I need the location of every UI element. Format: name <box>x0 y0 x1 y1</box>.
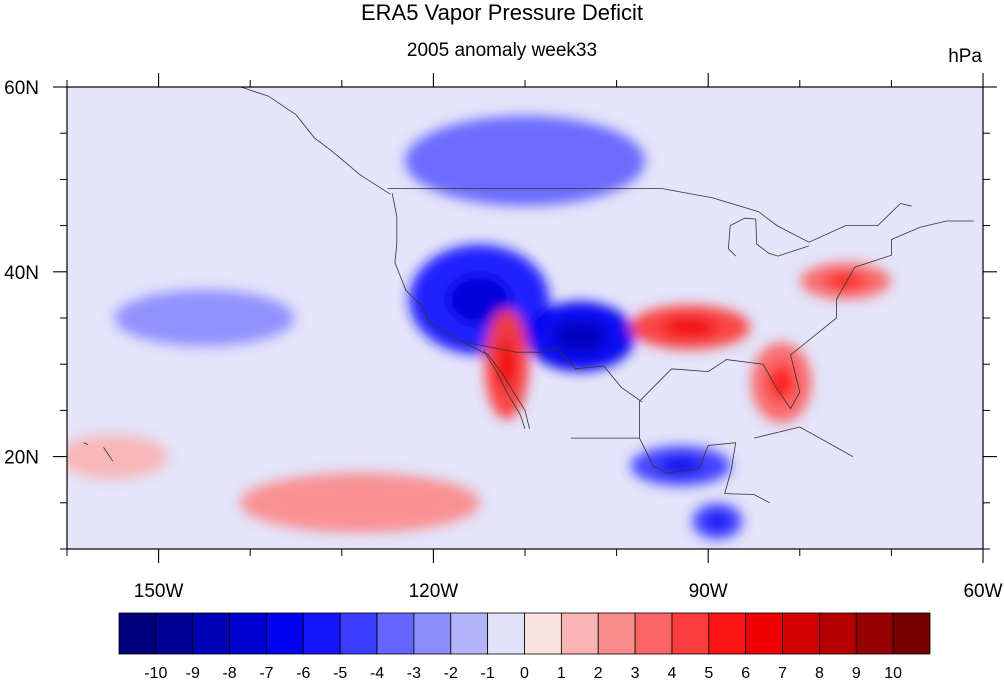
colorbar-label: -8 <box>222 665 236 681</box>
colorbar-swatch <box>782 612 820 655</box>
anomaly-core <box>555 320 605 353</box>
colorbar-label: 0 <box>520 665 529 681</box>
colorbar-swatch <box>708 612 747 655</box>
colorbar-label: -10 <box>144 665 167 681</box>
x-tick-label: 120W <box>409 581 459 602</box>
colorbar-label: -9 <box>186 665 200 681</box>
colorbar-swatch <box>634 612 673 655</box>
colorbar-label: 10 <box>884 665 902 681</box>
colorbar-label: 6 <box>741 665 750 681</box>
colorbar-label: -2 <box>444 665 458 681</box>
colorbar-label: -5 <box>333 665 347 681</box>
colorbar-swatch <box>524 612 562 655</box>
x-tick-label: 150W <box>134 581 184 602</box>
colorbar-swatch <box>855 612 894 655</box>
colorbar-label: 8 <box>815 665 824 681</box>
coastline <box>240 87 391 195</box>
y-tick-label: 40N <box>4 263 39 284</box>
coastline <box>387 188 912 243</box>
colorbar-label: 3 <box>631 665 640 681</box>
x-tick-label: 90W <box>689 581 728 602</box>
colorbar-swatch <box>597 612 636 655</box>
anomaly-core <box>658 456 704 475</box>
colorbar-swatch <box>819 612 857 655</box>
coastline <box>639 437 770 504</box>
colorbar-swatch <box>339 612 378 655</box>
anomaly-region <box>405 115 645 206</box>
chart-subtitle: 2005 anomaly week33 <box>406 40 598 61</box>
colorbar-label: 4 <box>668 665 677 681</box>
colorbar-swatch <box>671 612 710 655</box>
colorbar-label: 9 <box>852 665 861 681</box>
coastline <box>570 220 974 439</box>
anomaly-core <box>767 364 795 401</box>
colorbar-swatch <box>266 612 304 655</box>
colorbar-label: -6 <box>296 665 310 681</box>
y-tick-label: 60N <box>4 78 39 99</box>
x-tick-label: 60W <box>963 581 1002 602</box>
colorbar-swatch <box>229 612 267 655</box>
anomaly-core <box>662 317 717 338</box>
colorbar-swatch <box>118 612 157 655</box>
colorbar-swatch <box>192 612 230 655</box>
anomaly-region <box>114 290 295 346</box>
colorbar-label: -1 <box>481 665 495 681</box>
colorbar-label: -4 <box>370 665 384 681</box>
colorbar-label: -7 <box>259 665 273 681</box>
coastline <box>103 447 114 462</box>
colorbar-swatch <box>745 612 783 655</box>
map-area <box>67 87 983 549</box>
colorbar-label: 7 <box>778 665 787 681</box>
anomaly-region <box>240 472 481 533</box>
colorbar-label: 2 <box>594 665 603 681</box>
anomaly-core <box>496 339 517 389</box>
colorbar-label: -3 <box>407 665 421 681</box>
coastline <box>391 193 530 429</box>
colorbar-label: 5 <box>704 665 713 681</box>
colorbar-swatch <box>155 612 194 655</box>
colorbar-swatch <box>487 612 525 655</box>
units-label: hPa <box>948 46 982 67</box>
colorbar-swatch <box>302 612 341 655</box>
anomaly-region <box>67 434 168 479</box>
coastline <box>83 442 89 445</box>
anomaly-core <box>447 274 511 325</box>
anomaly-core <box>825 272 866 290</box>
y-tick-label: 20N <box>4 448 39 469</box>
colorbar-swatch <box>413 612 452 655</box>
coastline <box>727 217 810 257</box>
colorbar-label: 1 <box>557 665 566 681</box>
chart-title: ERA5 Vapor Pressure Deficit <box>360 0 644 25</box>
colorbar-swatch <box>560 612 599 655</box>
colorbar-swatch <box>376 612 415 655</box>
coastline <box>753 426 854 457</box>
colorbar-swatch <box>450 612 489 655</box>
colorbar-swatch <box>892 612 931 655</box>
coastline <box>459 340 643 403</box>
coastline <box>483 350 526 430</box>
anomaly-core <box>706 513 729 530</box>
